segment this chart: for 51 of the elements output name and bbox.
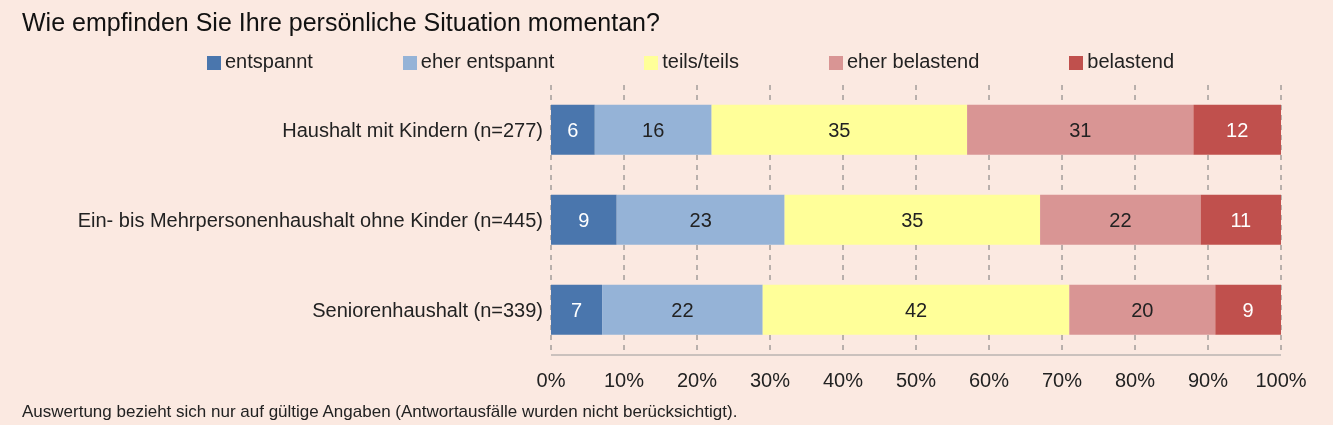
x-tick-label: 0% [536,369,566,392]
x-tick-label: 20% [676,369,718,392]
data-label: 6 [567,118,579,141]
data-label: 9 [578,208,590,231]
legend-label: eher entspannt [420,50,555,72]
legend-label: eher belastend [846,50,980,72]
data-label: 42 [904,298,928,321]
legend-label: teils/teils [662,50,739,72]
x-tick-label: 70% [1041,369,1083,392]
bar [616,194,785,245]
y-tick-label: Haushalt mit Kindern (n=277) [282,119,543,142]
bar [551,104,595,155]
bar [762,284,1070,335]
x-tick-label: 30% [749,369,791,392]
y-tick-label: Seniorenhaushalt (n=339) [312,299,543,322]
x-tick-label: 10% [603,369,645,392]
x-tick-label: 40% [822,369,864,392]
bar [551,194,617,245]
text: Wie empfinden Sie Ihre persönliche Situation momentan? [22,8,660,37]
data-label: 12 [1226,118,1249,141]
data-label: 31 [1069,118,1092,141]
x-tick-label: 60% [968,369,1010,392]
bar [1215,284,1281,335]
x-tick-label: 50% [895,369,937,392]
bar [602,284,763,335]
data-label: 23 [689,208,712,231]
bar [551,284,603,335]
data-label: 35 [828,118,851,141]
legend-label: entspannt [224,50,313,72]
bar [1040,194,1201,245]
bar [1193,104,1281,155]
data-label: 20 [1131,298,1154,321]
bar [1069,284,1216,335]
data-label: 22 [671,298,694,321]
bar [967,104,1194,155]
bar [1200,194,1281,245]
data-label: 22 [1109,208,1132,231]
legend-label: belastend [1087,50,1175,72]
x-tick-label: 90% [1187,369,1229,392]
data-label: 35 [901,208,924,231]
x-tick-label: 80% [1114,369,1156,392]
data-label: 11 [1230,208,1252,231]
y-tick-label: Ein- bis Mehrpersonenhaushalt ohne Kinder (n=445) [77,209,543,232]
bar [711,104,968,155]
text: Auswertung bezieht sich nur auf gültige Angaben (Antwortausfälle wurden nicht berücksichtigt). [22,402,738,422]
data-label: 7 [570,298,583,321]
data-label: 16 [642,118,665,141]
bar [784,194,1041,245]
bar [594,104,712,155]
x-tick-label: 100% [1255,369,1307,392]
data-label: 9 [1242,298,1254,321]
